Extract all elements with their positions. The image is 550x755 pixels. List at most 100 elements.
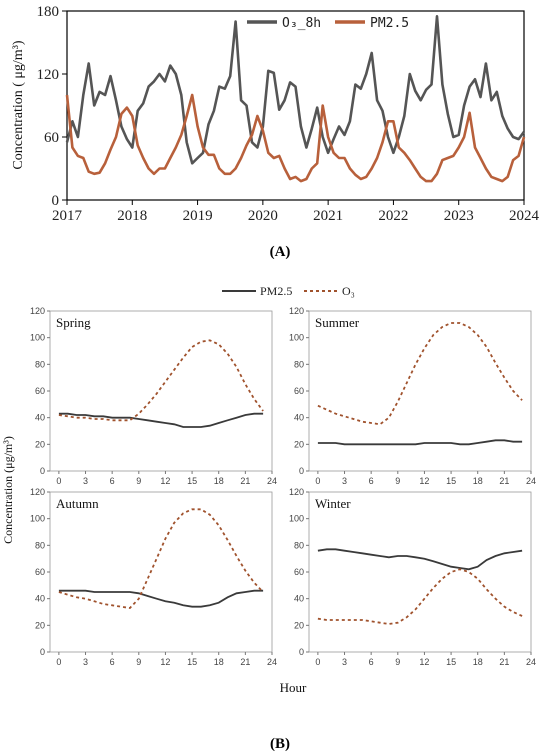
panel-xtick-label: 3 bbox=[83, 476, 88, 486]
panel-xtick-label: 12 bbox=[419, 657, 429, 667]
panel-ytick-label: 100 bbox=[289, 514, 304, 524]
panel-xtick-label: 6 bbox=[369, 657, 374, 667]
panel-ytick-label: 100 bbox=[30, 514, 45, 524]
panel-xtick-label: 0 bbox=[56, 476, 61, 486]
chart-a-xtick-label: 2018 bbox=[117, 208, 147, 224]
panel-o3-line bbox=[58, 339, 264, 422]
chart-a-ylabel: Concentration ( μg/m³) bbox=[11, 40, 26, 169]
panel-ytick-label: 40 bbox=[294, 413, 304, 423]
panel-ytick-label: 120 bbox=[30, 487, 45, 497]
panel-xtick-label: 18 bbox=[214, 476, 224, 486]
legend-o3-label: O₃_8h bbox=[282, 16, 321, 31]
panel-summer: 0 20 40 60 80 100 120 0 3 6 9 12 15 18 21 24 Summer bbox=[289, 306, 536, 486]
panel-xtick-label: 24 bbox=[267, 476, 277, 486]
panel-ytick-label: 0 bbox=[40, 466, 45, 476]
panel-xtick-label: 3 bbox=[83, 657, 88, 667]
panel-ytick-label: 60 bbox=[35, 567, 45, 577]
series-pm25-line bbox=[65, 93, 526, 183]
panel-spring: 0 20 40 60 80 100 120 0 3 6 9 12 15 18 21 24 Spring bbox=[30, 306, 277, 486]
panel-xtick-label: 9 bbox=[395, 657, 400, 667]
panel-xtick-label: 15 bbox=[187, 657, 197, 667]
panel-xtick-label: 21 bbox=[240, 476, 250, 486]
series-o3-line bbox=[65, 14, 526, 165]
chart-a-ytick-label: 120 bbox=[37, 67, 60, 83]
panel-xtick-label: 6 bbox=[110, 476, 115, 486]
panel-ytick-label: 120 bbox=[289, 306, 304, 316]
panel-xtick-label: 9 bbox=[136, 476, 141, 486]
panel-xtick-label: 15 bbox=[446, 476, 456, 486]
panel-xtick-label: 3 bbox=[342, 657, 347, 667]
panel-xtick-label: 0 bbox=[315, 476, 320, 486]
panel-ytick-label: 0 bbox=[40, 647, 45, 657]
panel-title: Summer bbox=[315, 315, 360, 330]
panel-xtick-label: 9 bbox=[395, 476, 400, 486]
panel-ytick-label: 120 bbox=[289, 487, 304, 497]
chart-a-frame bbox=[66, 10, 525, 201]
panel-ytick-label: 40 bbox=[294, 594, 304, 604]
chart-a-xtick-label: 2020 bbox=[248, 208, 278, 224]
panel-xtick-label: 21 bbox=[499, 476, 509, 486]
legend-b-pm25-label: PM2.5 bbox=[260, 284, 292, 298]
panel-o3-line bbox=[58, 508, 264, 609]
panel-xtick-label: 24 bbox=[267, 657, 277, 667]
panel-xtick-label: 24 bbox=[526, 657, 536, 667]
legend-pm25-label: PM2.5 bbox=[370, 16, 409, 31]
chart-a-ytick-label: 0 bbox=[52, 193, 60, 209]
panel-xtick-label: 15 bbox=[446, 657, 456, 667]
panel-xtick-label: 0 bbox=[315, 657, 320, 667]
panel-ytick-label: 100 bbox=[30, 333, 45, 343]
panel-xtick-label: 3 bbox=[342, 476, 347, 486]
panel-pm25-line bbox=[317, 439, 523, 446]
panel-frame bbox=[308, 491, 532, 653]
chart-a-xtick-label: 2024 bbox=[509, 208, 540, 224]
panel-ytick-label: 0 bbox=[299, 466, 304, 476]
chart-a-xtick-label: 2022 bbox=[378, 208, 408, 224]
panel-ytick-label: 20 bbox=[35, 620, 45, 630]
panel-xtick-label: 15 bbox=[187, 476, 197, 486]
chart-a-xtick-label: 2023 bbox=[444, 208, 474, 224]
panel-xtick-label: 21 bbox=[499, 657, 509, 667]
chart-a-legend: O₃_8h PM2.5 bbox=[247, 16, 409, 31]
panel-ytick-label: 20 bbox=[35, 439, 45, 449]
panel-ytick-label: 80 bbox=[294, 540, 304, 550]
chart-a-xtick-label: 2021 bbox=[313, 208, 343, 224]
panel-ytick-label: 40 bbox=[35, 594, 45, 604]
panel-xtick-label: 12 bbox=[160, 657, 170, 667]
panel-ytick-label: 60 bbox=[35, 386, 45, 396]
panel-o3-line bbox=[317, 322, 523, 426]
chart-b-caption: (B) bbox=[270, 736, 290, 752]
panel-xtick-label: 6 bbox=[110, 657, 115, 667]
panel-ytick-label: 60 bbox=[294, 567, 304, 577]
chart-a-ytick-label: 180 bbox=[37, 4, 60, 20]
panel-xtick-label: 0 bbox=[56, 657, 61, 667]
chart-a-caption: (A) bbox=[270, 244, 291, 260]
panel-pm25-line bbox=[58, 412, 264, 428]
chart-b-legend: PM2.5 O₃ bbox=[222, 284, 355, 298]
chart-b-ylabel: Concentration (μg/m³) bbox=[1, 436, 15, 544]
panel-pm25-line bbox=[58, 589, 264, 608]
panel-frame bbox=[308, 310, 532, 472]
panel-autumn: 0 20 40 60 80 100 120 0 3 6 9 12 15 18 21 24 Autumn bbox=[30, 487, 277, 667]
panel-xtick-label: 18 bbox=[214, 657, 224, 667]
panel-title: Spring bbox=[56, 315, 91, 330]
chart-a-series bbox=[65, 14, 526, 183]
panel-pm25-line bbox=[317, 548, 523, 571]
panel-frame bbox=[49, 491, 273, 653]
panel-xtick-label: 9 bbox=[136, 657, 141, 667]
panel-title: Winter bbox=[315, 496, 351, 511]
panel-ytick-label: 80 bbox=[35, 540, 45, 550]
panel-ytick-label: 60 bbox=[294, 386, 304, 396]
chart-a-ticks: 0 60 120 180 2017 2018 2019 2020 2021 2022 2023 202… bbox=[37, 4, 540, 224]
panel-xtick-label: 18 bbox=[473, 657, 483, 667]
chart-b-xlabel: Hour bbox=[280, 680, 307, 695]
panel-ytick-label: 100 bbox=[289, 333, 304, 343]
chart-a-xtick-label: 2019 bbox=[183, 208, 213, 224]
panel-frame bbox=[49, 310, 273, 472]
panel-xtick-label: 21 bbox=[240, 657, 250, 667]
panel-ytick-label: 120 bbox=[30, 306, 45, 316]
chart-a-ytick-label: 60 bbox=[44, 130, 59, 146]
panel-ytick-label: 80 bbox=[294, 359, 304, 369]
panel-xtick-label: 24 bbox=[526, 476, 536, 486]
